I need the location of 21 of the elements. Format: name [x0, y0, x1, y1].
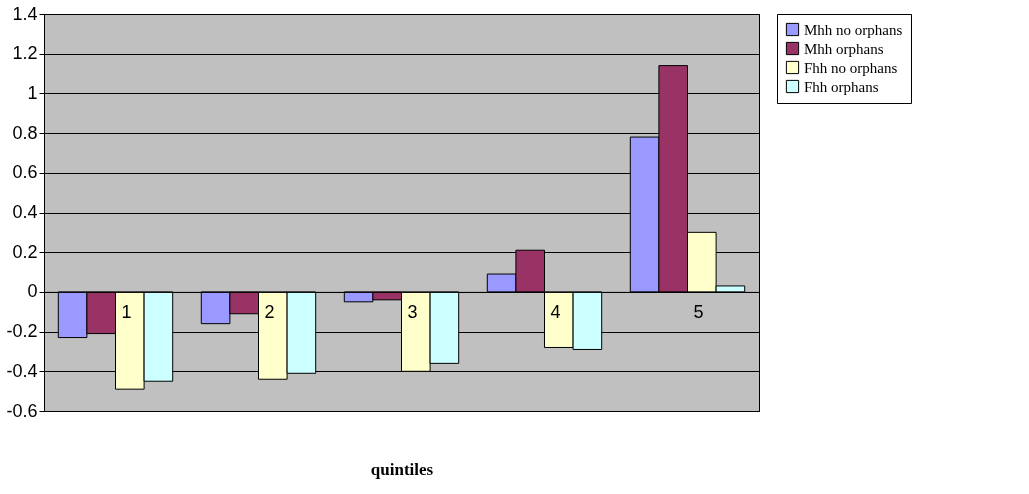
y-tick-label: 1.2 [12, 43, 38, 64]
y-tick-label: 0.8 [12, 122, 38, 143]
x-tick-label: 3 [407, 302, 418, 323]
legend-label: Mhh no orphans [804, 21, 903, 38]
x-tick-label: 4 [550, 302, 561, 323]
y-tick-label: 1.4 [12, 3, 38, 24]
x-tick-label: 1 [121, 302, 132, 323]
legend-label: Fhh no orphans [804, 59, 898, 76]
y-tick-label: -0.6 [6, 400, 38, 421]
x-tick-label: 5 [693, 302, 704, 323]
y-tick-label: 0.4 [12, 202, 38, 222]
y-tick-label: 0.6 [12, 162, 38, 183]
y-tick-label: 1 [27, 82, 38, 103]
legend-label: Mhh orphans [804, 40, 884, 57]
x-tick-label: 2 [264, 302, 275, 323]
y-tick-label: -0.4 [6, 360, 38, 381]
x-axis-title: quintiles [370, 459, 434, 479]
legend-label: Fhh orphans [804, 78, 879, 95]
y-tick-label: -0.2 [6, 321, 38, 342]
y-tick-label: 0 [27, 281, 38, 302]
y-tick-label: 0.2 [12, 241, 38, 262]
